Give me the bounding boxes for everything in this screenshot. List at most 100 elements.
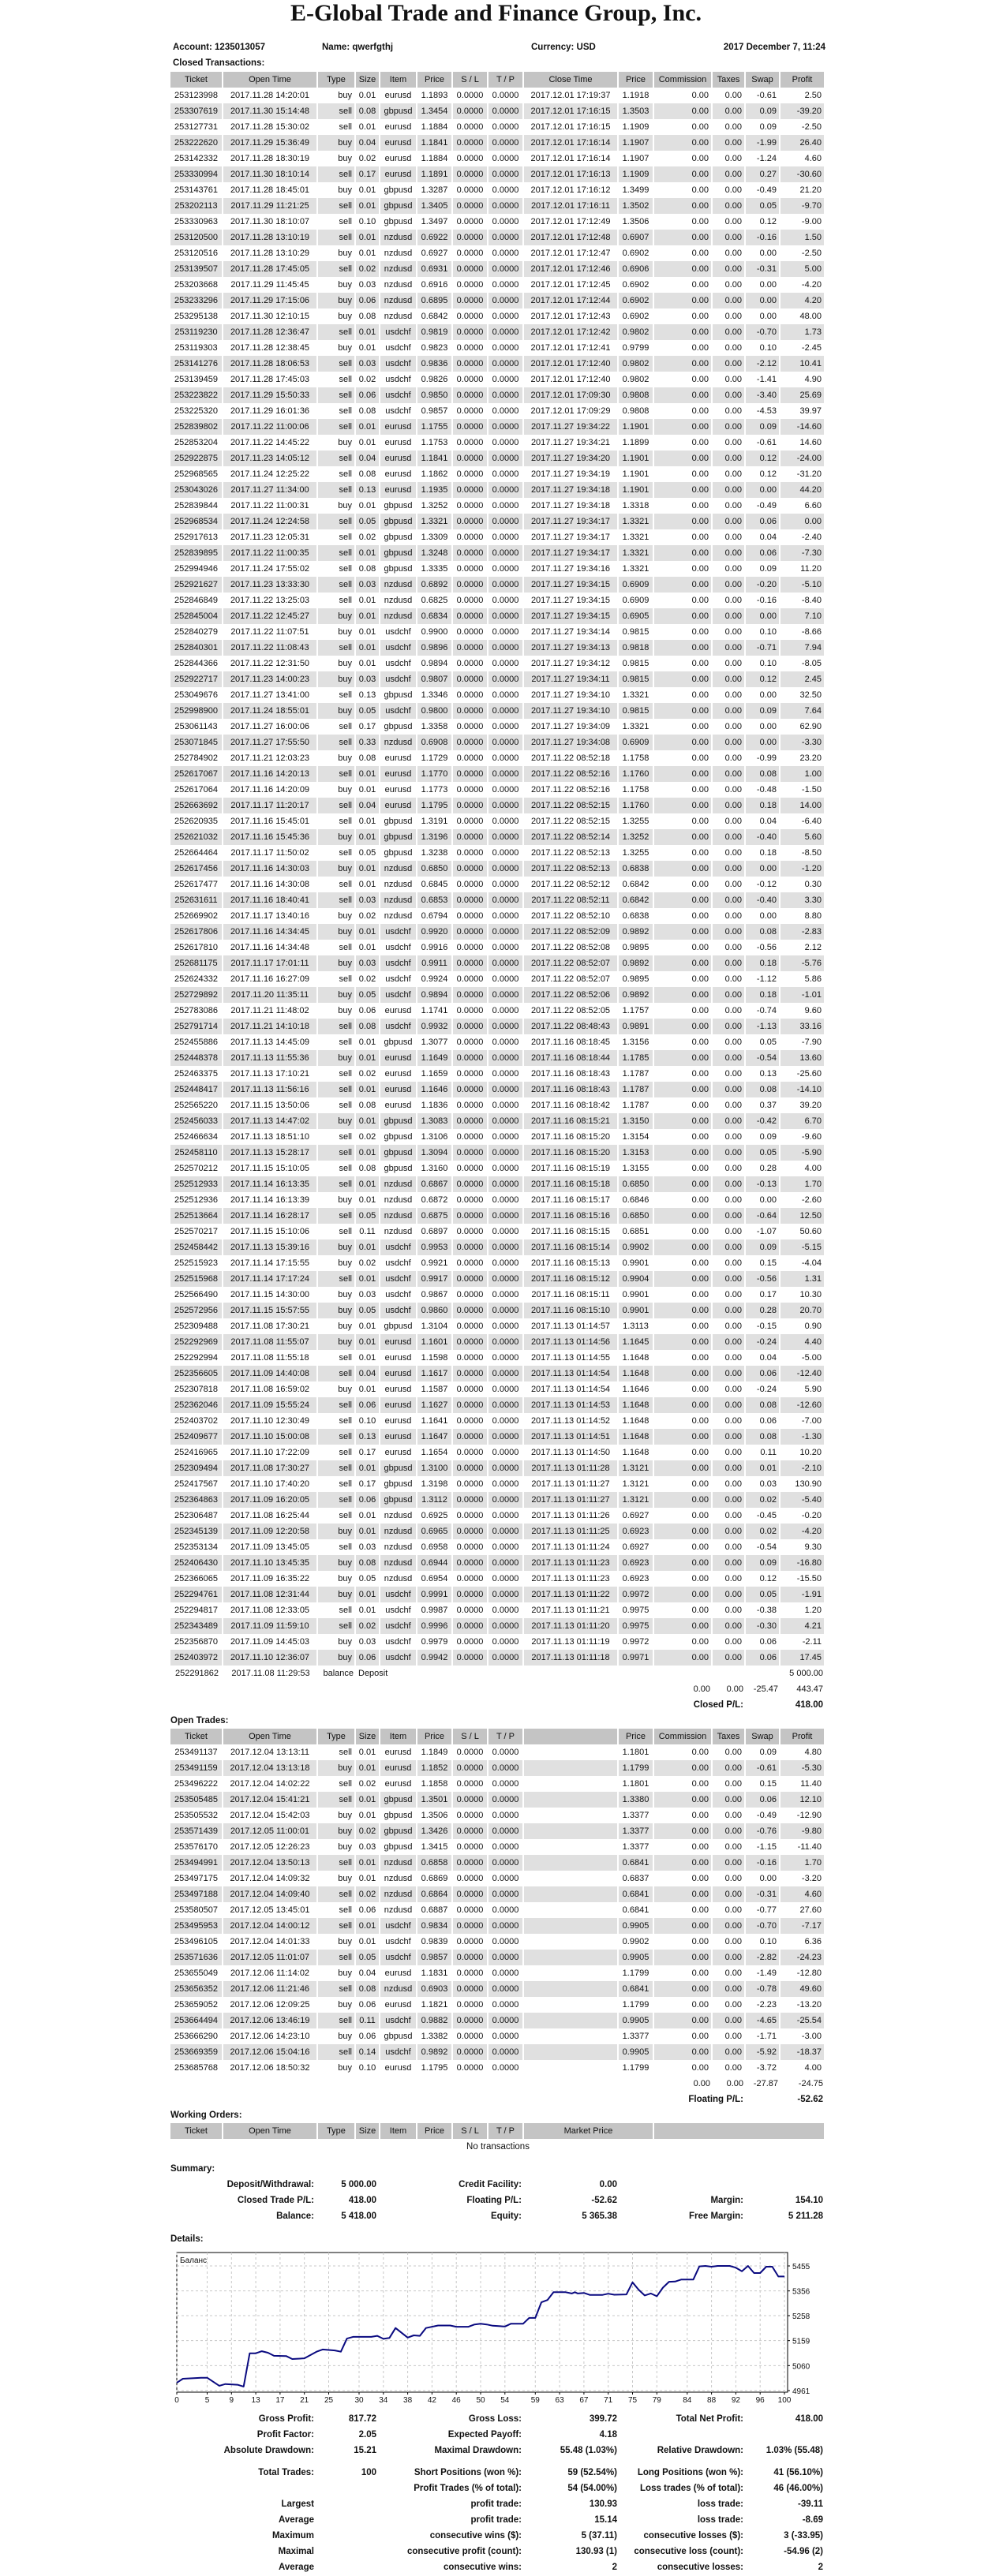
commission-cell: 0.00 bbox=[654, 1776, 713, 1792]
table-row: 252455886 2017.11.13 14:45:09 sell 0.01 gbpu… bbox=[170, 1034, 825, 1050]
item-cell: usdchf bbox=[380, 703, 417, 719]
size-cell: 0.01 bbox=[356, 1192, 380, 1208]
close-price-cell: 1.1787 bbox=[619, 1082, 654, 1097]
type-cell: sell bbox=[318, 1224, 356, 1239]
open-price-cell: 1.1753 bbox=[417, 435, 453, 451]
profit-cell: 4.00 bbox=[780, 1161, 825, 1176]
taxes-cell: 0.00 bbox=[713, 971, 746, 987]
type-cell: sell bbox=[318, 451, 356, 466]
take-profit-cell: 0.0000 bbox=[489, 861, 524, 877]
table-row: 253222620 2017.11.29 15:36:49 buy 0.04 eurus… bbox=[170, 135, 825, 151]
size-cell: 0.06 bbox=[356, 1650, 380, 1666]
item-cell: eurusd bbox=[380, 119, 417, 135]
size-cell: 0.01 bbox=[356, 877, 380, 892]
close-price-cell: 0.6906 bbox=[619, 261, 654, 277]
take-profit-cell: 0.0000 bbox=[489, 561, 524, 577]
close-time-cell: 2017.11.27 19:34:17 bbox=[524, 529, 619, 545]
taxes-cell: 0.00 bbox=[713, 1050, 746, 1066]
type-cell: sell bbox=[318, 1776, 356, 1792]
ticket-cell: 252844366 bbox=[170, 656, 223, 671]
close-price-cell: 1.3121 bbox=[619, 1476, 654, 1492]
label-2: profit trade: bbox=[470, 2515, 522, 2525]
swap-cell: 0.18 bbox=[746, 798, 780, 813]
open-price-cell: 1.1646 bbox=[417, 1082, 453, 1097]
close-time-cell: 2017.11.27 19:34:15 bbox=[524, 593, 619, 608]
swap-cell: -0.49 bbox=[746, 498, 780, 514]
open-price-cell: 1.3191 bbox=[417, 813, 453, 829]
close-time-cell: 2017.11.16 08:15:13 bbox=[524, 1255, 619, 1271]
commission-cell: 0.00 bbox=[654, 798, 713, 813]
open-totals-row: 0.00 0.00 -27.87 -24.75 bbox=[170, 2076, 825, 2092]
open-price-cell: 1.3426 bbox=[417, 1823, 453, 1839]
taxes-cell: 0.00 bbox=[713, 640, 746, 656]
open-time-cell: 2017.12.04 15:41:21 bbox=[223, 1792, 318, 1808]
commission-cell: 0.00 bbox=[654, 1239, 713, 1255]
close-time-cell: 2017.11.16 08:15:12 bbox=[524, 1271, 619, 1287]
close-time-cell: 2017.11.27 19:34:15 bbox=[524, 577, 619, 593]
close-price-cell: 1.1645 bbox=[619, 1334, 654, 1350]
item-cell: eurusd bbox=[380, 419, 417, 435]
close-price-cell: 1.3503 bbox=[619, 103, 654, 119]
table-row: 252570212 2017.11.15 15:10:05 sell 0.08 gbpu… bbox=[170, 1161, 825, 1176]
close-price-cell: 1.3377 bbox=[619, 2028, 654, 2044]
size-cell: 0.01 bbox=[356, 813, 380, 829]
type-cell: buy bbox=[318, 1823, 356, 1839]
close-time-cell: 2017.12.01 17:12:45 bbox=[524, 277, 619, 293]
open-time-cell: 2017.11.29 15:50:33 bbox=[223, 387, 318, 403]
close-price-cell: 0.6907 bbox=[619, 230, 654, 245]
table-row: 253233296 2017.11.29 17:15:06 buy 0.06 nzdus… bbox=[170, 293, 825, 308]
swap-cell: 0.15 bbox=[746, 1776, 780, 1792]
value-3: -8.69 bbox=[802, 2515, 823, 2525]
item-cell: gbpusd bbox=[380, 514, 417, 529]
commission-cell: 0.00 bbox=[654, 514, 713, 529]
item-cell: nzdusd bbox=[380, 1571, 417, 1587]
total-commission: 0.00 bbox=[693, 2079, 710, 2088]
size-cell: 0.05 bbox=[356, 987, 380, 1003]
close-price-cell: 0.9892 bbox=[619, 987, 654, 1003]
size-cell: 0.01 bbox=[356, 1271, 380, 1287]
close-price-cell: 0.6841 bbox=[619, 1886, 654, 1902]
taxes-cell: 0.00 bbox=[713, 1413, 746, 1429]
stop-loss-cell: 0.0000 bbox=[453, 955, 489, 971]
commission-cell: 0.00 bbox=[654, 1271, 713, 1287]
take-profit-cell: 0.0000 bbox=[489, 1460, 524, 1476]
taxes-cell: 0.00 bbox=[713, 1350, 746, 1366]
label-1: Average bbox=[279, 2515, 314, 2525]
taxes-cell: 0.00 bbox=[713, 624, 746, 640]
type-cell: buy bbox=[318, 245, 356, 261]
swap-cell: -0.31 bbox=[746, 261, 780, 277]
type-cell: buy bbox=[318, 782, 356, 798]
taxes-cell: 0.00 bbox=[713, 608, 746, 624]
commission-cell: 0.00 bbox=[654, 735, 713, 750]
type-cell: buy bbox=[318, 1871, 356, 1886]
size-cell: 0.01 bbox=[356, 498, 380, 514]
table-row: 252292994 2017.11.08 11:55:18 sell 0.01 euru… bbox=[170, 1350, 825, 1366]
taxes-cell: 0.00 bbox=[713, 1381, 746, 1397]
table-row: 252839895 2017.11.22 11:00:35 sell 0.01 gbpu… bbox=[170, 545, 825, 561]
take-profit-cell: 0.0000 bbox=[489, 735, 524, 750]
taxes-cell: 0.00 bbox=[713, 924, 746, 940]
ticket-cell: 252572956 bbox=[170, 1303, 223, 1318]
close-time-cell bbox=[524, 1855, 619, 1871]
taxes-cell: 0.00 bbox=[713, 1271, 746, 1287]
type-cell: sell bbox=[318, 356, 356, 372]
x-tick-label: 67 bbox=[579, 2396, 589, 2405]
take-profit-cell: 0.0000 bbox=[489, 308, 524, 324]
type-cell: buy bbox=[318, 435, 356, 451]
item-cell: gbpusd bbox=[380, 529, 417, 545]
close-price-cell: 0.9815 bbox=[619, 671, 654, 687]
open-time-cell: 2017.11.16 15:45:36 bbox=[223, 829, 318, 845]
open-time-cell: 2017.11.28 17:45:05 bbox=[223, 261, 318, 277]
type-cell: sell bbox=[318, 1129, 356, 1145]
commission-cell: 0.00 bbox=[654, 1003, 713, 1019]
column-header-commission: Commission bbox=[654, 72, 713, 88]
open-time-cell: 2017.11.14 16:28:17 bbox=[223, 1208, 318, 1224]
item-cell: gbpusd bbox=[380, 1476, 417, 1492]
open-price-cell: 1.3335 bbox=[417, 561, 453, 577]
open-time-cell: 2017.11.15 14:30:00 bbox=[223, 1287, 318, 1303]
open-time-cell: 2017.11.22 12:45:27 bbox=[223, 608, 318, 624]
open-price-cell: 0.6825 bbox=[417, 593, 453, 608]
table-row: 253202113 2017.11.29 11:21:25 sell 0.01 gbpu… bbox=[170, 198, 825, 214]
taxes-cell: 0.00 bbox=[713, 1776, 746, 1792]
y-tick-label: 5258 bbox=[792, 2312, 810, 2321]
